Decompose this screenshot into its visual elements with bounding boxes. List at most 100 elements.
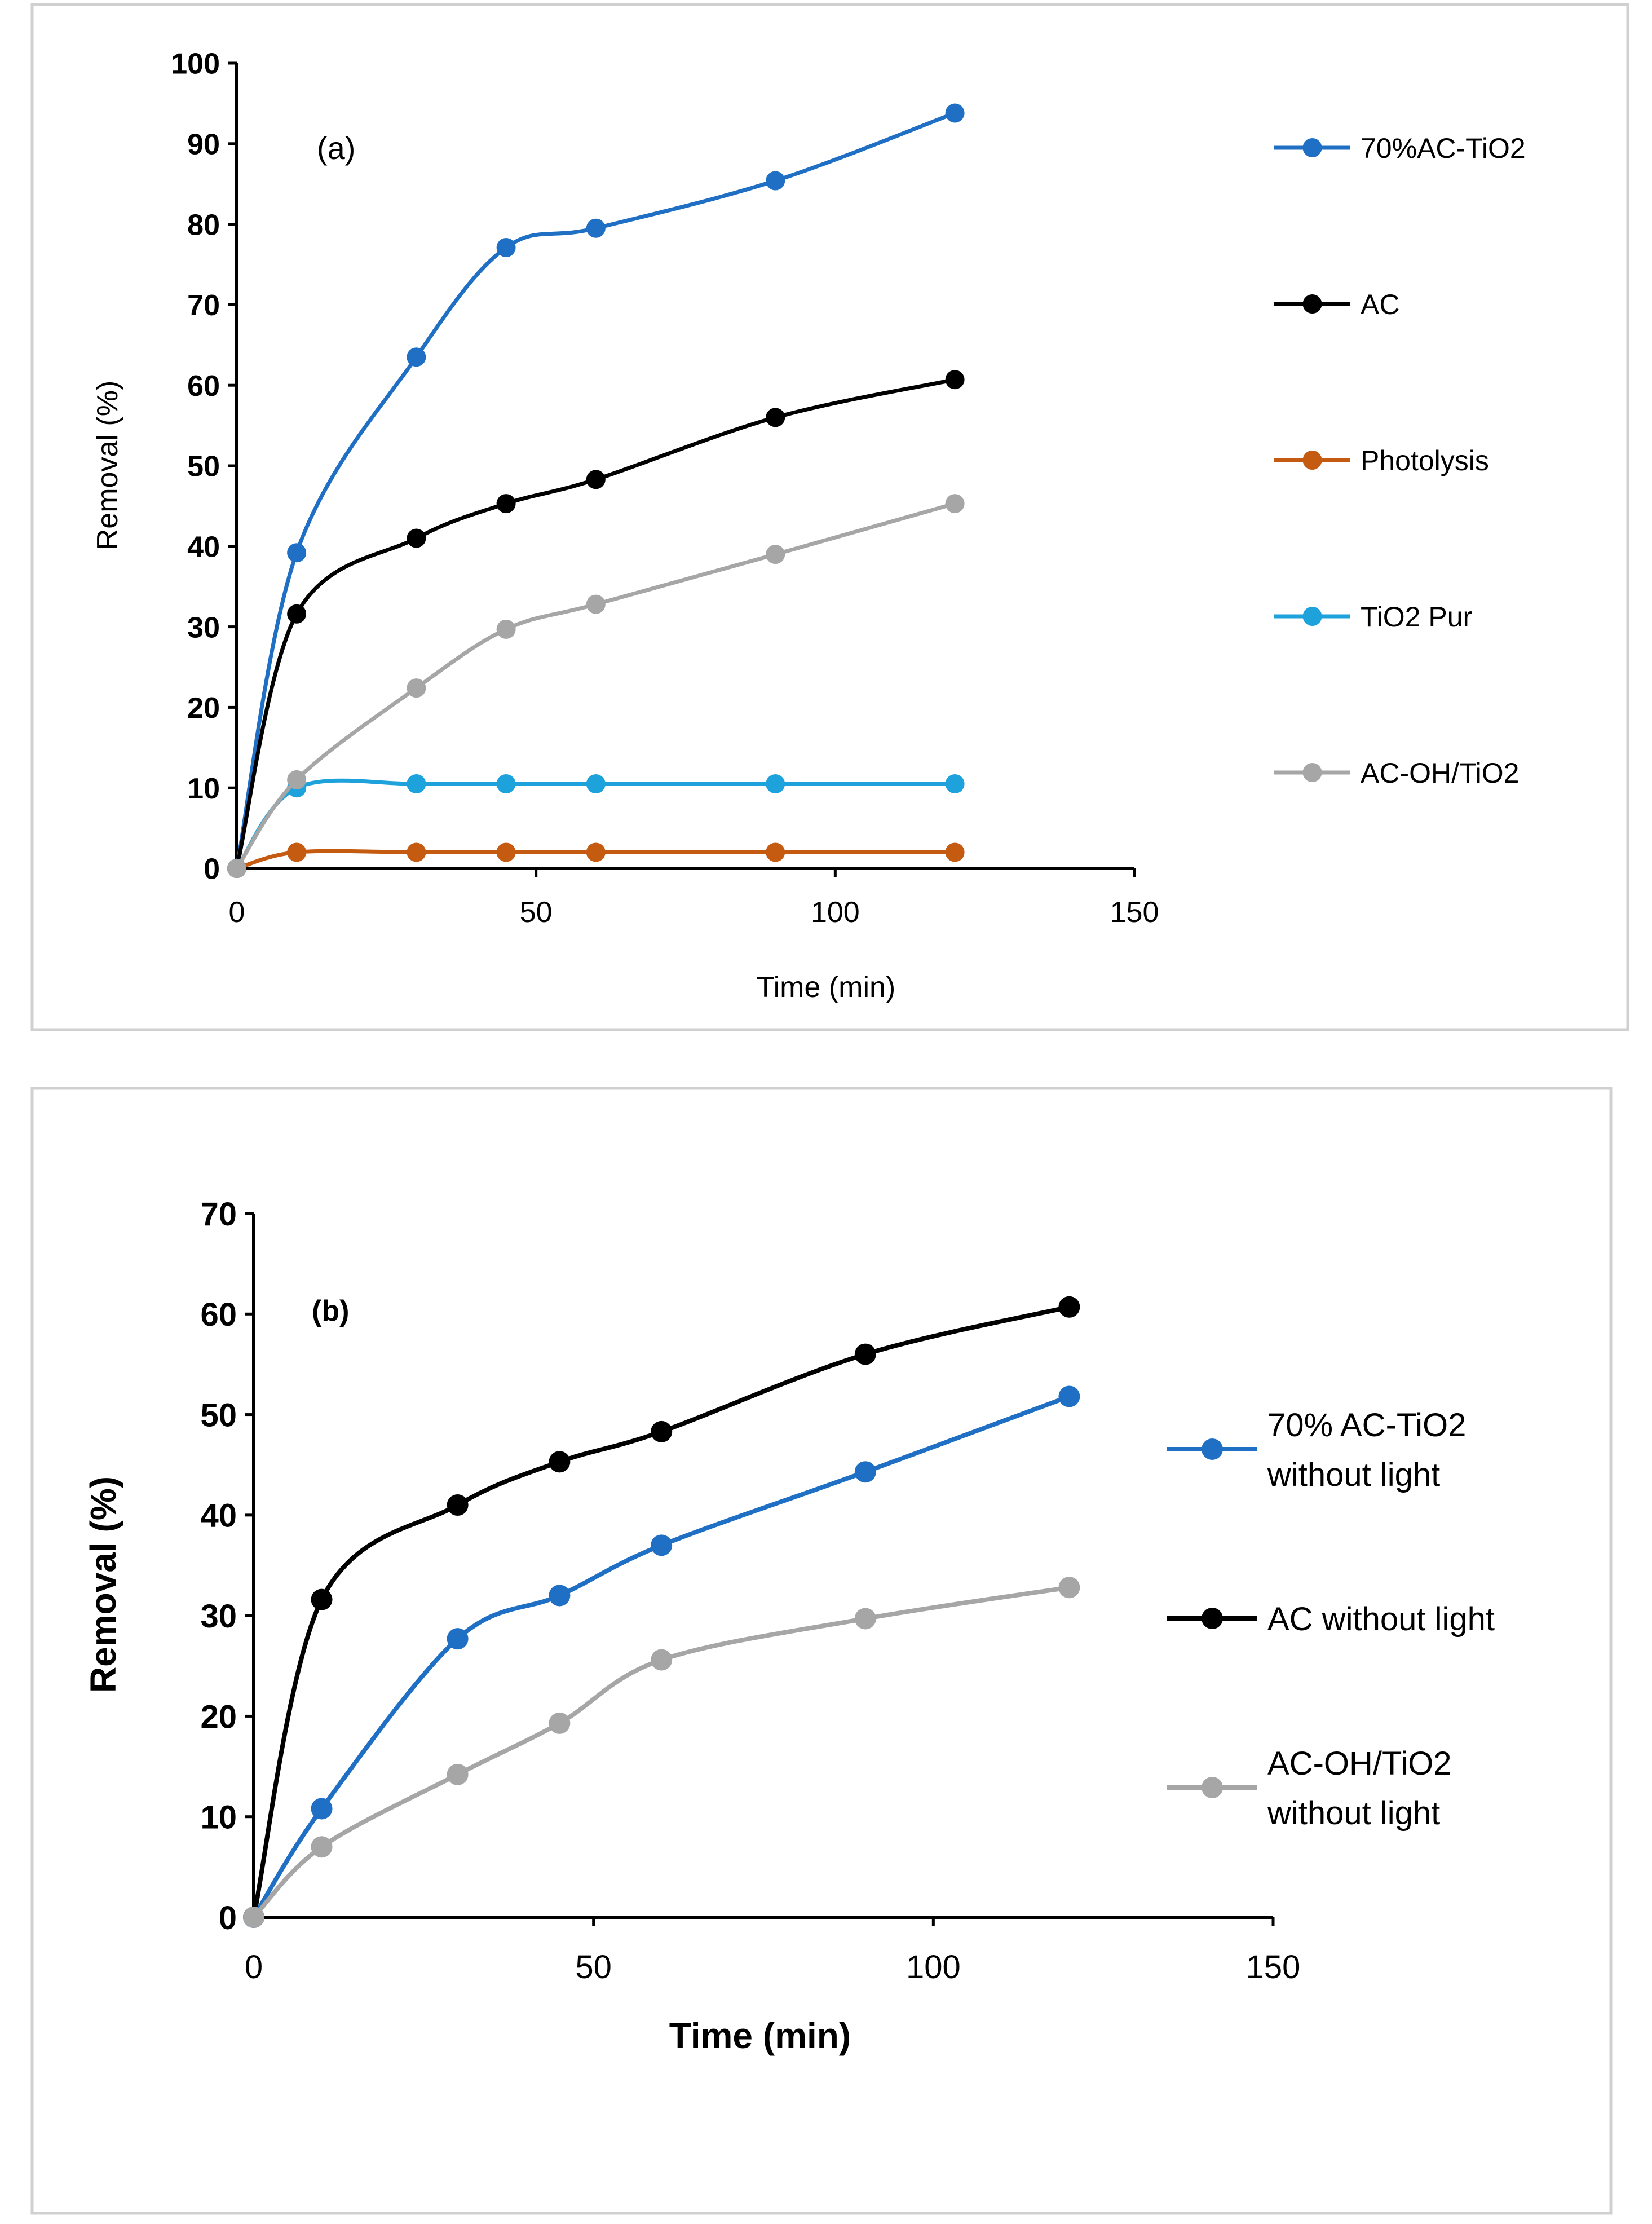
panel-a-x-axis-title: Time (min) — [757, 971, 896, 1004]
legend-label: Photolysis — [1361, 445, 1489, 476]
panel-b-legend: 70% AC-TiO2 without light AC without light… — [1167, 1407, 1495, 1832]
legend-entry-ac-without-light: AC without light — [1167, 1601, 1495, 1638]
panel-a-y-tick-label: 60 — [187, 370, 220, 403]
data-point-70pct-ac-tio2-without-light-6 — [1058, 1385, 1080, 1407]
panel-b-label: (b) — [312, 1295, 349, 1327]
data-point-ac-1 — [287, 604, 307, 624]
legend-label: without light — [1267, 1795, 1440, 1832]
panel-a-y-tick-label: 90 — [187, 129, 220, 161]
legend-label: 70%AC-TiO2 — [1361, 133, 1526, 164]
data-point-70pctac-tio2-5 — [766, 171, 785, 191]
data-point-photolysis-2 — [407, 842, 426, 862]
data-point-photolysis-4 — [586, 842, 606, 862]
panel-a-x-tick-label: 0 — [229, 896, 245, 929]
data-point-ac-without-light-2 — [447, 1494, 469, 1516]
panel-b-y-tick-label: 50 — [200, 1397, 237, 1433]
data-point-ac-without-light-4 — [651, 1420, 673, 1442]
panel-a-y-tick-label: 10 — [187, 773, 220, 805]
panel-b-y-tick-label: 0 — [219, 1900, 237, 1936]
chart-panel-b: (b) Time (min) Removal (%) 0 10 20 30 40 50 60… — [30, 1087, 1613, 2215]
data-point-ac-oh-tio2-3 — [496, 619, 516, 639]
panel-b-x-tick-label: 50 — [575, 1949, 612, 1985]
data-point-ac-4 — [586, 470, 606, 489]
data-point-photolysis-3 — [496, 842, 516, 862]
legend-label: AC-OH/TiO2 — [1267, 1745, 1452, 1782]
data-point-70pct-ac-tio2-without-light-2 — [447, 1628, 469, 1650]
panel-b-y-tick-label: 70 — [200, 1196, 237, 1233]
data-point-photolysis-1 — [287, 842, 307, 862]
data-point-ac-oh-tio2-1 — [287, 770, 307, 789]
legend-label: AC — [1361, 289, 1399, 320]
panel-a-y-tick-label: 30 — [187, 611, 220, 644]
panel-a-y-tick-label: 20 — [187, 692, 220, 725]
legend-swatch-marker — [1302, 607, 1322, 626]
data-point-70pct-ac-tio2-without-light-1 — [311, 1798, 333, 1820]
legend-entry-ac-oh-tio2: AC-OH/TiO2 — [1274, 757, 1520, 789]
panel-b-y-tick-label: 20 — [200, 1698, 237, 1735]
data-point-photolysis-6 — [945, 842, 965, 862]
series-line-photolysis — [235, 849, 957, 871]
data-point-70pctac-tio2-3 — [496, 238, 516, 258]
data-point-ac-oh-tio2-without-light-0 — [243, 1907, 264, 1928]
legend-entry-photolysis: Photolysis — [1274, 445, 1489, 476]
data-point-ac-oh-tio2-5 — [766, 545, 785, 564]
data-point-ac-oh-tio2-4 — [586, 594, 606, 614]
legend-swatch-marker — [1302, 763, 1322, 782]
panel-b-x-ticks: 0 50 100 150 — [245, 1917, 1301, 1985]
data-point-ac-oh-tio2-without-light-1 — [311, 1836, 333, 1858]
data-point-ac-oh-tio2-6 — [945, 494, 965, 514]
series-ac — [227, 370, 965, 878]
panel-a-y-tick-label: 70 — [187, 289, 220, 322]
legend-label: AC without light — [1267, 1601, 1495, 1638]
data-point-ac-5 — [766, 408, 785, 427]
data-point-ac-oh-tio2-2 — [407, 678, 426, 698]
panel-a-x-tick-label: 100 — [811, 896, 860, 929]
data-point-tio2-pur-5 — [766, 774, 785, 794]
panel-b-x-tick-label: 0 — [245, 1949, 263, 1985]
data-point-ac-oh-tio2-without-light-2 — [447, 1763, 469, 1785]
legend-swatch-marker — [1202, 1777, 1223, 1798]
legend-entry-70pctac-tio2: 70%AC-TiO2 — [1274, 133, 1526, 164]
legend-swatch-marker — [1202, 1608, 1223, 1629]
series-ac-oh-tio2-without-light — [243, 1577, 1080, 1928]
data-point-ac-6 — [945, 370, 965, 390]
data-point-70pctac-tio2-6 — [945, 103, 965, 123]
data-point-ac-oh-tio2-without-light-4 — [651, 1649, 673, 1671]
legend-entry-ac-oh-tio2-without-light: AC-OH/TiO2 without light — [1167, 1745, 1452, 1832]
legend-label: AC-OH/TiO2 — [1361, 757, 1520, 789]
panel-a-label: (a) — [317, 130, 355, 166]
panel-a-y-ticks: 0 10 20 30 40 50 60 70 80 90 100 — [171, 48, 237, 886]
series-line-ac-oh-tio2-without-light — [251, 1585, 1072, 1919]
data-point-70pct-ac-tio2-without-light-5 — [854, 1461, 876, 1483]
legend-label: 70% AC-TiO2 — [1267, 1407, 1466, 1444]
legend-swatch-marker — [1202, 1438, 1223, 1460]
data-point-ac-without-light-3 — [549, 1451, 571, 1473]
panel-a-legend: 70%AC-TiO2 AC Photolysis TiO2 Pur AC-OH/TiO2 — [1274, 133, 1526, 789]
legend-label: TiO2 Pur — [1361, 601, 1472, 633]
data-point-tio2-pur-6 — [945, 774, 965, 794]
data-point-ac-oh-tio2-without-light-5 — [854, 1608, 876, 1630]
panel-a-y-tick-label: 40 — [187, 531, 220, 564]
data-point-70pctac-tio2-2 — [407, 347, 426, 367]
panel-b-y-tick-label: 40 — [200, 1498, 237, 1534]
panel-b-y-tick-label: 60 — [200, 1296, 237, 1333]
panel-a-x-tick-label: 150 — [1110, 896, 1159, 929]
data-point-tio2-pur-4 — [586, 774, 606, 794]
panel-b-series — [243, 1296, 1080, 1928]
data-point-ac-without-light-1 — [311, 1588, 333, 1610]
panel-b-y-ticks: 0 10 20 30 40 50 60 70 — [200, 1196, 254, 1936]
data-point-70pctac-tio2-1 — [287, 543, 307, 563]
panel-a-y-tick-label: 0 — [204, 853, 220, 886]
panel-b-x-tick-label: 150 — [1246, 1949, 1301, 1985]
series-ac-oh-tio2 — [227, 494, 965, 878]
legend-swatch-marker — [1302, 294, 1322, 314]
data-point-ac-2 — [407, 528, 426, 548]
panel-b-y-axis-title: Removal (%) — [83, 1476, 123, 1693]
panel-a-x-ticks: 0 50 100 150 — [229, 868, 1159, 929]
panel-a-x-tick-label: 50 — [520, 896, 553, 929]
panel-b-x-tick-label: 100 — [906, 1949, 961, 1985]
panel-b-y-tick-label: 30 — [200, 1598, 237, 1635]
legend-entry-ac: AC — [1274, 289, 1399, 320]
data-point-photolysis-5 — [766, 842, 785, 862]
